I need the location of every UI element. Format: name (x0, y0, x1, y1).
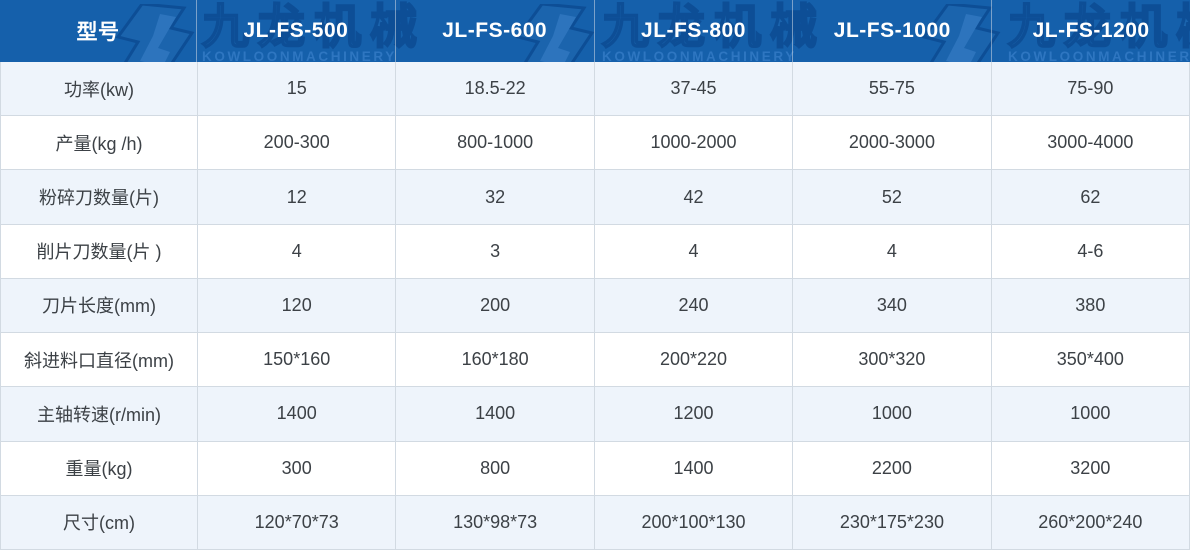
row-label: 削片刀数量(片 ) (1, 224, 198, 278)
table-cell: 15 (198, 62, 397, 116)
row-label: 斜进料口直径(mm) (1, 333, 198, 387)
table-cell: 1200 (595, 387, 794, 441)
table-cell: 120*70*73 (198, 495, 397, 549)
table-row: 粉碎刀数量(片) 12 32 42 52 62 (1, 170, 1189, 225)
table-cell: 3 (396, 224, 595, 278)
table-cell: 37-45 (595, 62, 794, 116)
table-cell: 1400 (198, 387, 397, 441)
table-cell: 3200 (1070, 457, 1111, 478)
table-cell: 4 (595, 224, 794, 278)
table-header-row: 九龙机械 KOWLOONMACHINERY 九龙机械 KOWLOONMACHINERY… (0, 0, 1190, 62)
table-cell: 2000-3000 (793, 116, 992, 170)
header-cell-model-3: JL-FS-1000 (793, 0, 993, 62)
table-cell: 350*400 (1056, 349, 1124, 370)
table-cell: 32 (396, 170, 595, 224)
table-cell: 200*100*130 (595, 495, 794, 549)
row-label: 刀片长度(mm) (1, 278, 198, 333)
table-row: 刀片长度(mm) 120 200 240 340 380 (1, 278, 1189, 334)
table-cell: 1000 (793, 387, 992, 441)
header-cell-model-2: JL-FS-800 (595, 0, 794, 62)
table-cell: 240 (595, 278, 794, 333)
table-cell: 1000 (1070, 403, 1111, 424)
table-cell: 1000-2000 (595, 116, 794, 170)
table-row: 斜进料口直径(mm) 150*160 160*180 200*220 300*320 35… (1, 333, 1189, 388)
table-cell: 12 (198, 170, 397, 224)
table-row: 主轴转速(r/min) 1400 1400 1200 1000 1000 (1, 387, 1189, 442)
table-cell: 300 (198, 441, 397, 495)
header-cell-model-4: JL-FS-1200 (1032, 19, 1150, 42)
header-cell-model-1: JL-FS-600 (396, 0, 595, 62)
table-cell: 130*98*73 (396, 495, 595, 549)
table-row: 削片刀数量(片 ) 4 3 4 4 4-6 (1, 224, 1189, 279)
table-cell: 800 (396, 441, 595, 495)
table-row: 产量(kg /h) 200-300 800-1000 1000-2000 2000-30… (1, 116, 1189, 171)
table-cell: 800-1000 (396, 116, 595, 170)
row-label: 尺寸(cm) (1, 495, 198, 549)
table-cell: 2200 (793, 441, 992, 495)
table-row: 尺寸(cm) 120*70*73 130*98*73 200*100*130 230*1… (1, 495, 1189, 550)
table-row: 功率(kw) 15 18.5-22 37-45 55-75 75-90 (1, 62, 1189, 117)
table-cell: 75-90 (1067, 78, 1114, 99)
table-cell: 3000-4000 (1047, 132, 1134, 153)
table-cell: 200-300 (198, 116, 397, 170)
table-cell: 150*160 (198, 333, 397, 387)
table-cell: 200 (396, 278, 595, 333)
table-cell: 200*220 (595, 333, 794, 387)
table-cell: 120 (198, 278, 397, 333)
table-cell: 62 (1080, 186, 1101, 207)
row-label: 功率(kw) (1, 62, 198, 116)
row-label: 主轴转速(r/min) (1, 387, 198, 441)
table-cell: 52 (793, 170, 992, 224)
table-cell: 380 (1075, 294, 1106, 315)
table-cell: 160*180 (396, 333, 595, 387)
row-label: 产量(kg /h) (1, 116, 198, 170)
table-cell: 4 (198, 224, 397, 278)
table-cell: 42 (595, 170, 794, 224)
table-cell: 1400 (396, 387, 595, 441)
table-cell: 340 (793, 278, 992, 333)
table-cell: 18.5-22 (396, 62, 595, 116)
table-row: 重量(kg) 300 800 1400 2200 3200 (1, 441, 1189, 496)
table-cell: 1400 (595, 441, 794, 495)
table-cell: 4 (793, 224, 992, 278)
row-label: 粉碎刀数量(片) (1, 170, 198, 224)
table-body: 功率(kw) 15 18.5-22 37-45 55-75 75-90 产量(kg /h) 2… (0, 62, 1190, 550)
table-cell: 4-6 (1077, 240, 1104, 261)
table-cell: 230*175*230 (793, 495, 992, 549)
table-cell: 260*200*240 (1038, 511, 1143, 532)
row-label: 重量(kg) (1, 441, 198, 495)
header-cell-model-0: JL-FS-500 (197, 0, 396, 62)
table-cell: 300*320 (793, 333, 992, 387)
table-cell: 55-75 (793, 62, 992, 116)
header-cell-model-label: 型号 (0, 0, 197, 62)
